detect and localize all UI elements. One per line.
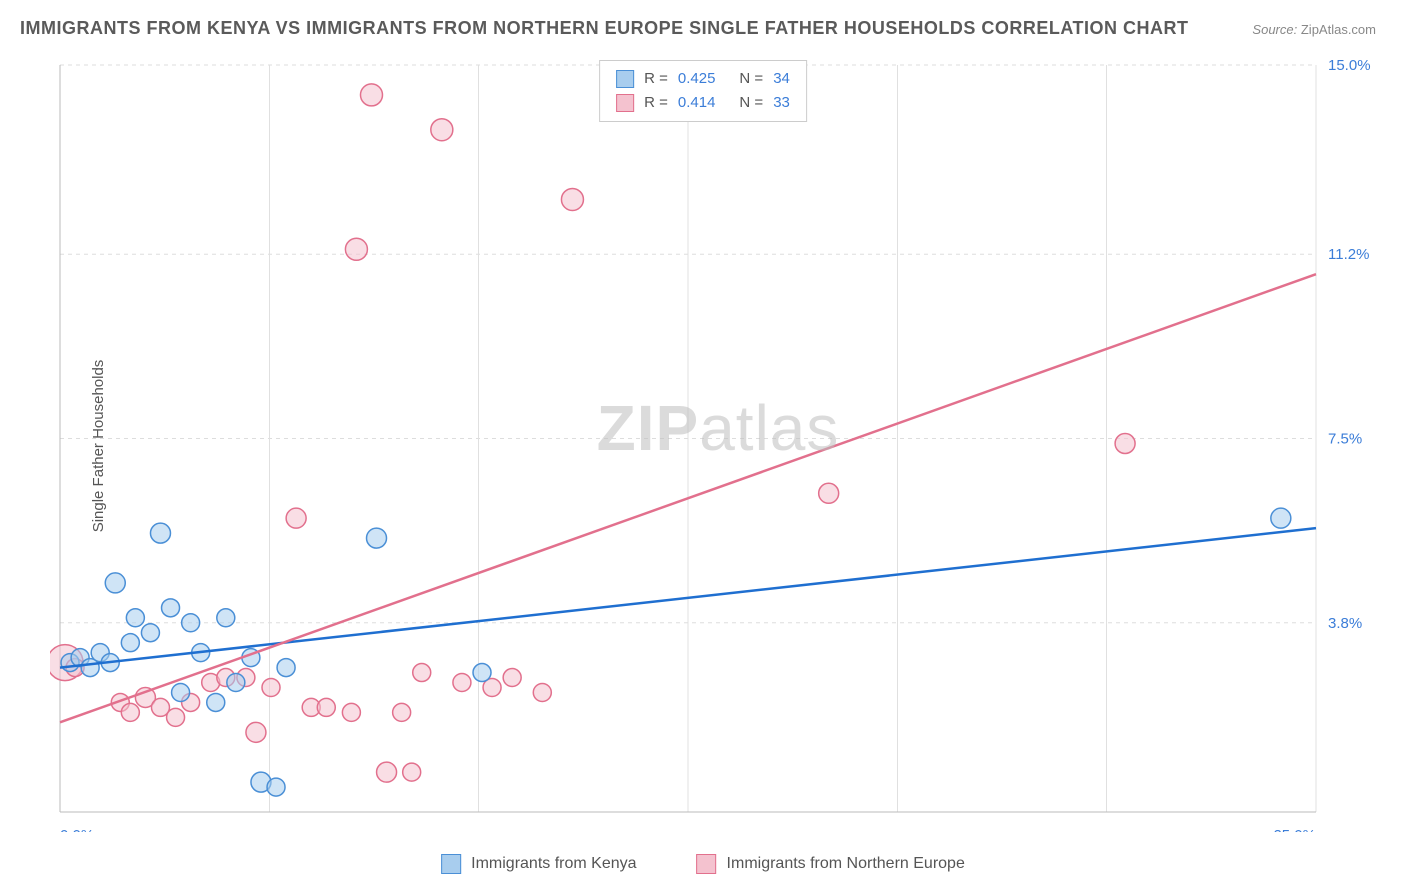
scatter-plot: 3.8% 7.5% 11.2% 15.0% 0.0% 25.0% [50, 55, 1386, 832]
source-attribution: Source: ZipAtlas.com [1252, 22, 1376, 37]
source-value: ZipAtlas.com [1301, 22, 1376, 37]
chart-area: 3.8%7.5%11.2%15.0%0.0%25.0% ZIPatlas [50, 55, 1386, 832]
r-label: R = [644, 91, 668, 115]
n-value: 33 [773, 91, 790, 115]
legend-label: Immigrants from Kenya [471, 855, 636, 873]
r-value: 0.414 [678, 91, 716, 115]
svg-text:11.2%: 11.2% [1328, 246, 1369, 263]
legend-swatch [616, 70, 634, 88]
correlation-legend-row: R = 0.425 N = 34 [616, 67, 790, 91]
chart-title: IMMIGRANTS FROM KENYA VS IMMIGRANTS FROM… [20, 18, 1189, 39]
correlation-legend: R = 0.425 N = 34 R = 0.414 N = 33 [599, 60, 807, 122]
legend-label: Immigrants from Northern Europe [727, 855, 965, 873]
svg-text:3.8%: 3.8% [1328, 615, 1362, 632]
legend-swatch [616, 94, 634, 112]
legend-swatch [441, 854, 461, 874]
n-value: 34 [773, 67, 790, 91]
n-label: N = [739, 91, 763, 115]
svg-text:15.0%: 15.0% [1328, 57, 1371, 74]
svg-text:0.0%: 0.0% [60, 827, 94, 832]
legend-item: Immigrants from Kenya [441, 854, 636, 874]
n-label: N = [739, 67, 763, 91]
svg-text:25.0%: 25.0% [1273, 827, 1316, 832]
series-legend: Immigrants from Kenya Immigrants from Nor… [441, 854, 965, 874]
r-label: R = [644, 67, 668, 91]
svg-text:7.5%: 7.5% [1328, 431, 1362, 448]
legend-swatch [697, 854, 717, 874]
source-label: Source: [1252, 22, 1297, 37]
correlation-legend-row: R = 0.414 N = 33 [616, 91, 790, 115]
r-value: 0.425 [678, 67, 716, 91]
legend-item: Immigrants from Northern Europe [697, 854, 965, 874]
